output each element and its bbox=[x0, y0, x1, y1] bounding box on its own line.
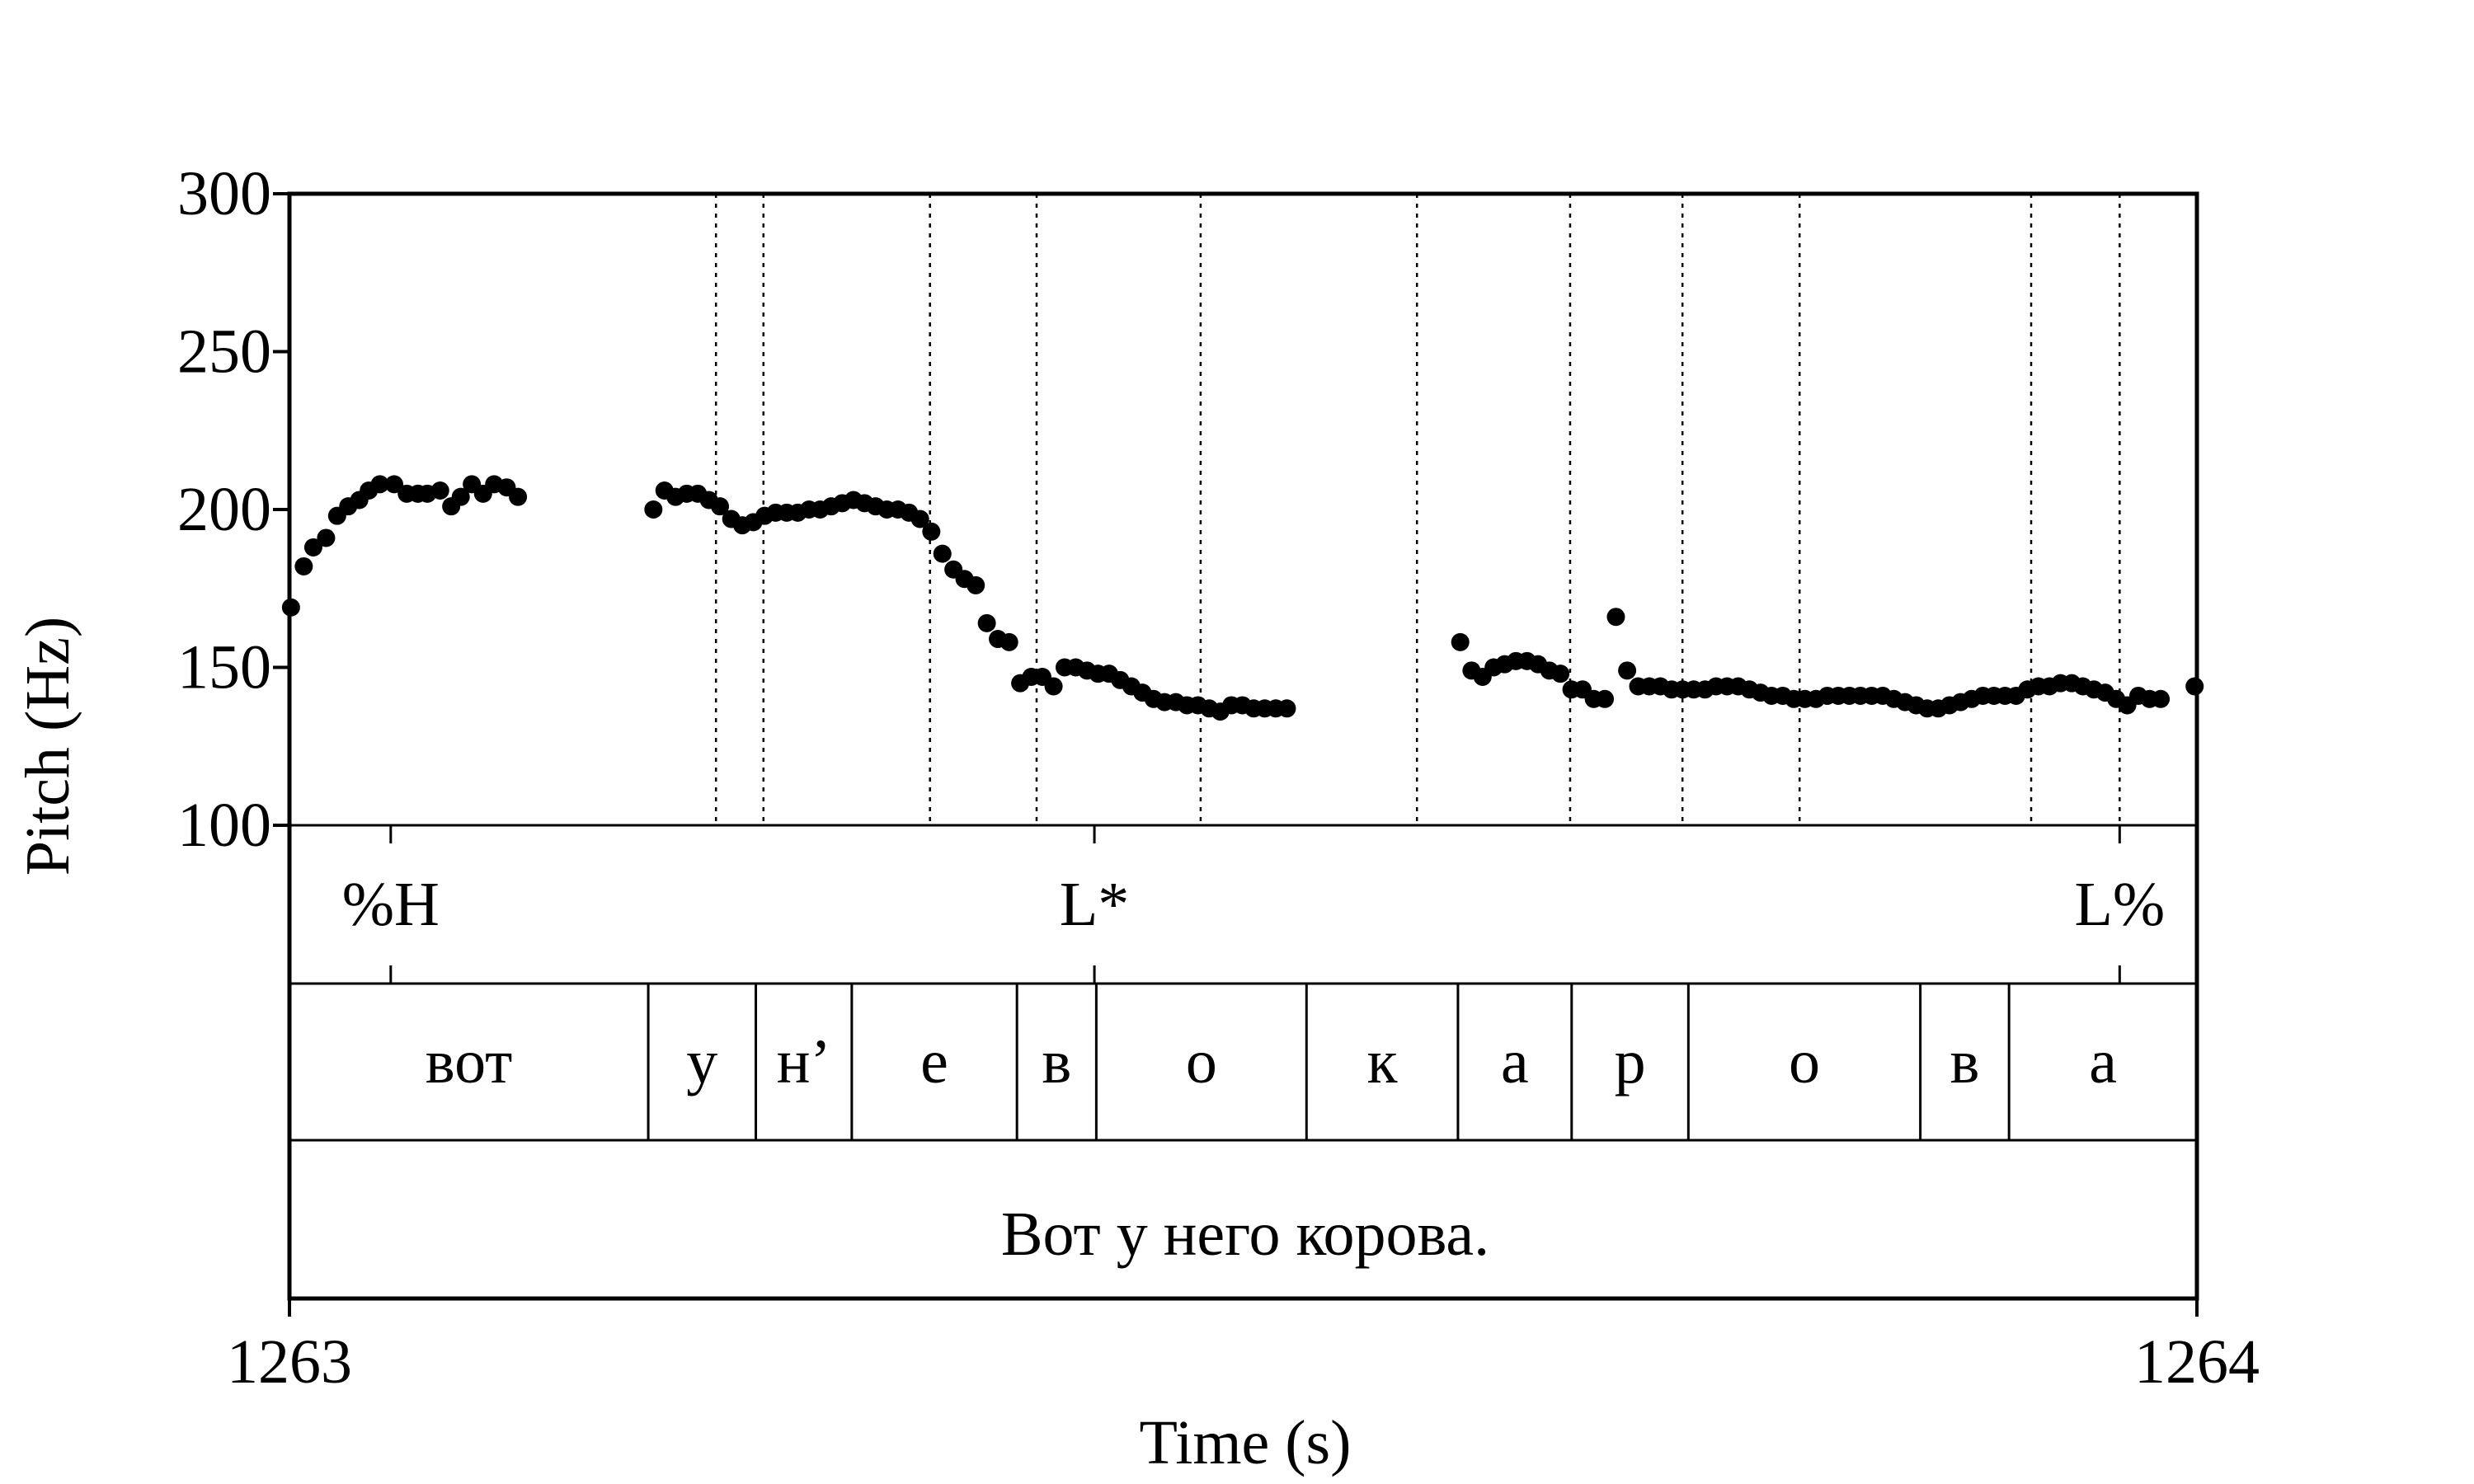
pitch-point bbox=[317, 528, 336, 547]
pitch-point bbox=[294, 556, 313, 575]
pitch-point bbox=[1451, 632, 1470, 651]
tone-tier: %H L* L% bbox=[342, 825, 2165, 984]
segment-label: о bbox=[1789, 1027, 1820, 1097]
pitch-points bbox=[281, 475, 2204, 721]
segment-label: в bbox=[1950, 1027, 1979, 1097]
pitch-point bbox=[1551, 665, 1570, 683]
y-tick-label: 150 bbox=[177, 633, 271, 702]
pitch-point bbox=[967, 575, 985, 594]
pitch-point bbox=[999, 632, 1018, 651]
segment-label: к bbox=[1367, 1027, 1398, 1097]
pitch-point bbox=[1596, 689, 1615, 708]
x-tick-label: 1263 bbox=[227, 1327, 352, 1397]
segment-label: вот bbox=[426, 1027, 513, 1097]
pitch-point bbox=[910, 510, 929, 528]
tier-boundaries bbox=[714, 194, 2121, 825]
plot-frame bbox=[287, 191, 2199, 1301]
pitch-point bbox=[977, 613, 996, 632]
pitch-point bbox=[1606, 608, 1625, 627]
tone-label: %H bbox=[342, 870, 440, 939]
pitch-point bbox=[303, 538, 322, 556]
pitch-point bbox=[430, 481, 449, 500]
pitch-point bbox=[2185, 677, 2204, 696]
pitch-point bbox=[1277, 699, 1296, 718]
pitch-point bbox=[370, 475, 389, 494]
pitch-point bbox=[509, 487, 528, 506]
pitch-point bbox=[451, 487, 470, 506]
sentence-label: Вот у него корова. bbox=[1001, 1200, 1489, 1269]
x-tick-label: 1264 bbox=[2134, 1327, 2260, 1397]
y-tick-label: 300 bbox=[177, 159, 271, 228]
pitch-point bbox=[933, 544, 952, 563]
pitch-point bbox=[384, 475, 403, 494]
pitch-point bbox=[1618, 661, 1637, 680]
segment-label: р bbox=[1615, 1027, 1646, 1097]
segment-label: а bbox=[1501, 1027, 1529, 1097]
y-tick-label: 200 bbox=[177, 475, 271, 544]
pitch-point bbox=[1044, 677, 1063, 696]
tier-lines bbox=[287, 191, 2199, 1301]
y-tick-label: 250 bbox=[177, 317, 271, 387]
segment-label: о bbox=[1186, 1027, 1217, 1097]
pitch-point bbox=[922, 522, 941, 541]
tick-labels: 100 150 200 250 300 1263 1264 bbox=[177, 159, 2260, 1397]
tone-label: L* bbox=[1060, 870, 1129, 939]
segment-label: у bbox=[686, 1027, 717, 1097]
segment-label: в bbox=[1042, 1027, 1071, 1097]
tone-label: L% bbox=[2074, 870, 2165, 939]
pitch-point bbox=[711, 497, 730, 516]
y-tick-label: 100 bbox=[177, 791, 271, 860]
segment-label: а bbox=[2089, 1027, 2117, 1097]
pitch-point bbox=[644, 500, 663, 519]
y-axis-label: Pitch (Hz) bbox=[13, 617, 82, 876]
segment-label: е bbox=[920, 1027, 948, 1097]
segment-tier: вот у н’ е в о к а р о в а bbox=[426, 984, 2117, 1140]
segment-label: н’ bbox=[777, 1027, 831, 1097]
x-axis-label: Time (s) bbox=[1140, 1408, 1352, 1477]
pitch-point bbox=[2152, 689, 2171, 708]
axis-ticks bbox=[273, 192, 2199, 1317]
